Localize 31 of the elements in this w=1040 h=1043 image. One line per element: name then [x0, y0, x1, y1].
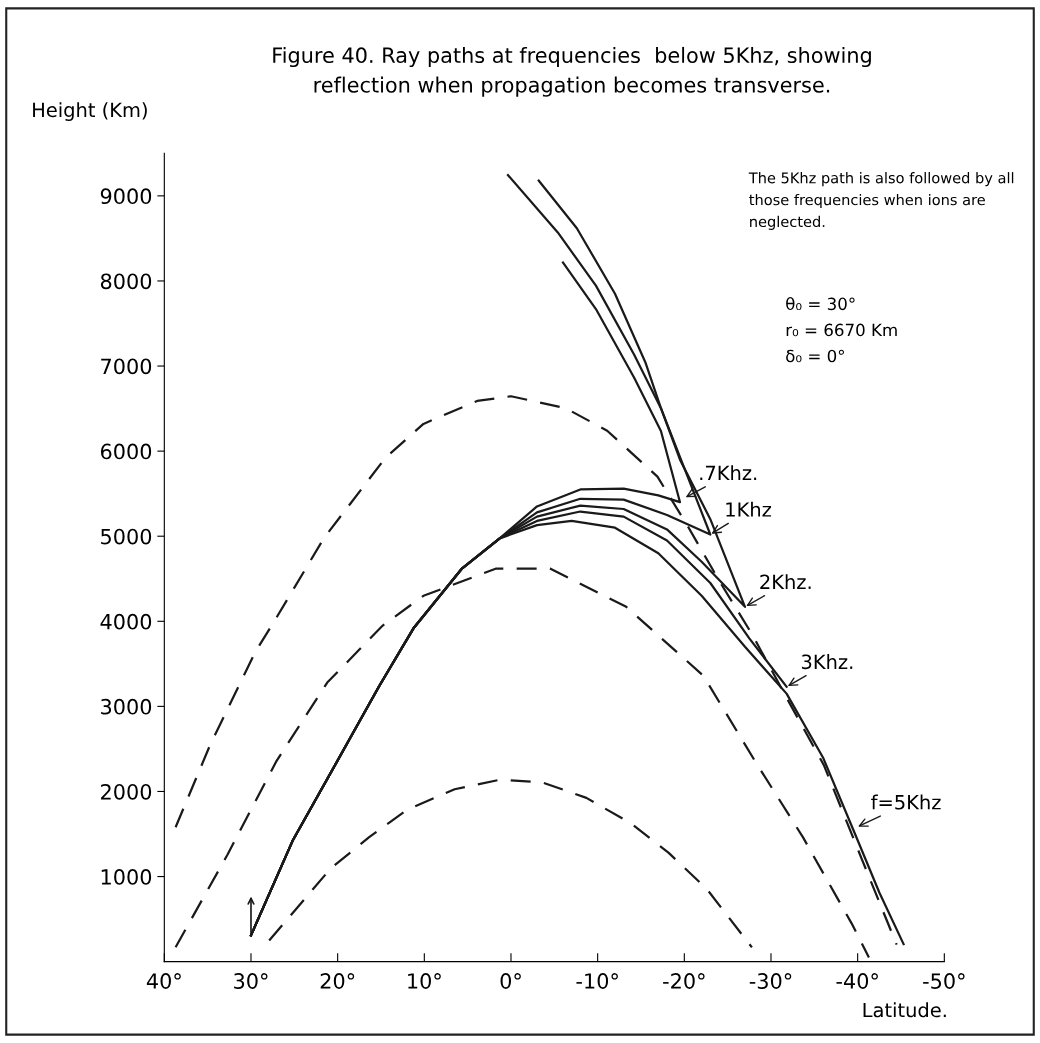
y-axis-title: Height (Km) [33, 102, 147, 122]
x-tick-label: 20° [320, 973, 355, 989]
annotation: δ₀ = 0° [786, 349, 844, 363]
annotation: 3Khz. [801, 654, 853, 670]
y-tick-label: 5000 [101, 528, 152, 545]
x-tick-label: 0° [500, 973, 521, 989]
y-tick-label: 2000 [101, 783, 152, 800]
x-tick-label: -50° [923, 973, 965, 989]
annotation: f=5Khz [871, 794, 941, 810]
x-axis-title: Latitude. [863, 1002, 946, 1018]
x-tick-label: -20° [663, 973, 705, 989]
x-tick-label: -10° [576, 973, 618, 989]
y-tick-label: 1000 [101, 869, 152, 885]
y-tick-label: 3000 [101, 698, 152, 715]
annotation: 2Khz. [760, 574, 811, 589]
annotation: 1Khz [726, 501, 772, 517]
annotation: The 5Khz path is also followed by all those frequencies when ions are neglected. [748, 172, 1014, 230]
y-tick-label: 9000 [100, 188, 152, 205]
y-tick-label: 6000 [100, 443, 152, 460]
x-tick-label: 40° [146, 973, 181, 989]
y-tick-label: 8000 [100, 273, 152, 290]
chart-title: Figure 40. Ray paths at frequencies below 5Khz, showing reflection when propagation becomes transverse. [273, 46, 871, 97]
x-tick-label: 30° [234, 973, 268, 989]
annotation: θ₀ = 30° [786, 297, 855, 311]
y-tick-label: 7000 [101, 358, 152, 375]
annotation: r₀ = 6670 Km [786, 323, 897, 337]
x-tick-label: -30° [749, 973, 792, 989]
x-tick-label: -40° [836, 973, 878, 989]
annotation: .7Khz. [700, 465, 757, 480]
x-tick-label: 10° [408, 973, 441, 989]
y-tick-label: 4000 [100, 613, 152, 630]
